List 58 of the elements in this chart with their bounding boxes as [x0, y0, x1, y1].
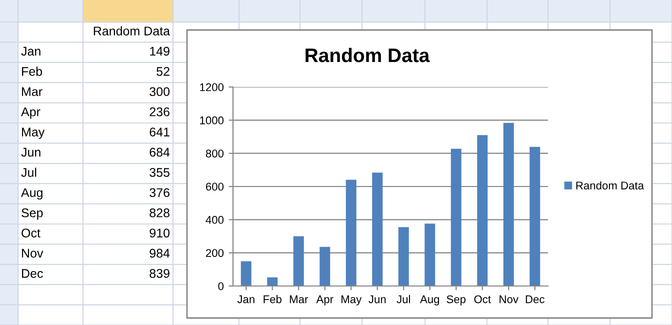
text: Jul [21, 168, 36, 177]
text: May [22, 128, 45, 139]
bar [293, 236, 304, 286]
text: Dec [22, 269, 43, 278]
text: Jan [21, 46, 40, 56]
y-tick-label: 200 [206, 249, 224, 257]
x-tick-label: Jul [396, 295, 410, 304]
text: 641 [150, 128, 170, 136]
x-tick-label: Sep [446, 295, 466, 306]
bar [424, 224, 436, 286]
x-tick-label: Dec [526, 295, 544, 304]
text: 300 [150, 87, 170, 96]
bar [530, 146, 540, 286]
bar [503, 122, 514, 286]
y-tick-label: 0 [218, 282, 224, 290]
bar [320, 246, 330, 286]
text: Feb [22, 66, 42, 76]
text: 236 [150, 107, 170, 116]
x-tick-label: Oct [474, 295, 491, 304]
text: Jun [21, 148, 40, 157]
y-tick-label: 1000 [200, 116, 224, 124]
y-tick-label: 1200 [200, 83, 224, 92]
text: Aug [21, 188, 42, 200]
text: 355 [150, 168, 170, 177]
y-tick-label: 600 [206, 182, 224, 191]
x-tick-label: Aug [420, 295, 440, 306]
x-tick-label: Nov [500, 295, 518, 304]
text: Mar [22, 87, 42, 96]
text: Nov [22, 248, 44, 258]
y-tick-label: 800 [206, 150, 224, 158]
text: Random Data [94, 26, 170, 36]
bar [372, 172, 383, 286]
x-tick-label: Jan [237, 295, 254, 304]
bar [450, 148, 462, 286]
x-tick-label: Mar [290, 295, 308, 304]
text: 376 [150, 188, 170, 198]
text: 984 [150, 248, 170, 258]
bar [267, 277, 278, 286]
text: 149 [150, 46, 170, 56]
legend-label: Random Data [576, 181, 644, 190]
x-tick-label: Jun [368, 295, 386, 304]
text: 684 [150, 148, 170, 157]
text: 839 [150, 269, 170, 278]
y-tick-label: 400 [206, 216, 224, 224]
text: 910 [150, 228, 170, 238]
x-tick-label: May [342, 295, 362, 306]
bar [398, 227, 409, 286]
text: 828 [150, 208, 170, 218]
x-tick-label: Apr [316, 295, 334, 306]
chart-title: Random Data [306, 48, 430, 62]
bar [477, 135, 488, 286]
x-tick-label: Feb [264, 295, 282, 304]
text: 52 [156, 67, 170, 76]
bar [240, 261, 252, 286]
text: Sep [22, 208, 43, 220]
text: Apr [21, 108, 40, 119]
text: Oct [22, 228, 40, 238]
bar [346, 180, 356, 286]
